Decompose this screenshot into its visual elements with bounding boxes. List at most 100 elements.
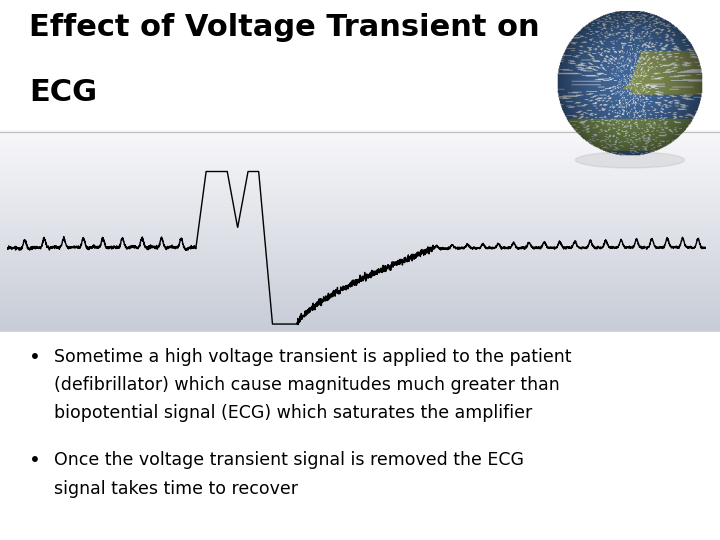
Bar [0, 148, 720, 150]
Bar [0, 296, 720, 298]
Bar [0, 139, 720, 141]
Bar [0, 153, 720, 156]
Bar [0, 298, 720, 300]
Bar [0, 318, 720, 320]
Bar [0, 280, 720, 282]
Bar [0, 232, 720, 234]
Bar [0, 281, 720, 283]
Bar [0, 304, 720, 306]
Bar [0, 319, 720, 321]
Bar [0, 246, 720, 248]
Bar [0, 159, 720, 161]
Bar [0, 271, 720, 273]
Bar [0, 220, 720, 222]
Bar [0, 187, 720, 189]
Bar [0, 328, 720, 330]
Bar [0, 260, 720, 262]
Bar [0, 189, 720, 191]
Bar [0, 239, 720, 241]
Bar [0, 329, 720, 331]
Bar [0, 284, 720, 286]
Bar [0, 133, 720, 136]
Bar [0, 132, 720, 134]
Bar [0, 229, 720, 231]
Bar [0, 322, 720, 324]
Bar [0, 199, 720, 201]
Bar [0, 242, 720, 244]
Text: •: • [29, 451, 40, 470]
Bar [0, 312, 720, 314]
Bar [0, 311, 720, 313]
Bar [0, 258, 720, 260]
Bar [0, 198, 720, 200]
Bar [0, 241, 720, 243]
Bar [0, 170, 720, 172]
Bar [0, 306, 720, 308]
Bar [0, 244, 720, 246]
Bar [0, 245, 720, 247]
Bar [0, 188, 720, 190]
Bar [0, 226, 720, 228]
Bar [0, 155, 720, 157]
Bar [0, 167, 720, 169]
Bar [0, 162, 720, 164]
Bar [0, 221, 720, 223]
Bar [0, 294, 720, 296]
Bar [0, 297, 720, 299]
Bar [0, 222, 720, 224]
Bar [0, 320, 720, 322]
Bar [0, 186, 720, 188]
Bar [0, 175, 720, 177]
Bar [0, 283, 720, 285]
Bar [0, 300, 720, 302]
Bar [0, 302, 720, 304]
Bar [0, 147, 720, 149]
Bar [0, 142, 720, 144]
Bar [0, 165, 720, 167]
Bar [0, 289, 720, 291]
Ellipse shape [575, 152, 685, 168]
Bar [0, 299, 720, 301]
Bar [0, 273, 720, 275]
Bar [0, 205, 720, 207]
Bar [0, 270, 720, 272]
Bar [0, 257, 720, 259]
Bar [0, 215, 720, 217]
Bar [0, 202, 720, 204]
Bar [0, 200, 720, 202]
Bar [0, 197, 720, 199]
Bar [0, 213, 720, 215]
Bar [0, 151, 720, 153]
Bar [0, 305, 720, 307]
Bar [0, 253, 720, 255]
Bar [0, 217, 720, 219]
Bar [0, 291, 720, 293]
Bar [0, 262, 720, 264]
Bar [0, 176, 720, 178]
Bar [0, 136, 720, 138]
Bar [0, 171, 720, 173]
Bar [0, 237, 720, 239]
Bar [0, 279, 720, 281]
Bar [0, 267, 720, 269]
Bar [0, 173, 720, 176]
Bar [0, 325, 720, 327]
Bar [0, 251, 720, 253]
Bar [0, 327, 720, 329]
Bar [0, 138, 720, 140]
Bar [0, 256, 720, 258]
Bar [0, 230, 720, 232]
Bar [0, 146, 720, 148]
Bar [0, 236, 720, 238]
Bar [0, 235, 720, 237]
Bar [0, 161, 720, 163]
Bar [0, 313, 720, 315]
Bar [0, 172, 720, 174]
Bar [0, 316, 720, 318]
Bar [0, 157, 720, 159]
Bar [0, 131, 720, 133]
Bar [0, 203, 720, 205]
Bar [0, 193, 720, 195]
Bar [0, 216, 720, 218]
Bar [0, 194, 720, 196]
